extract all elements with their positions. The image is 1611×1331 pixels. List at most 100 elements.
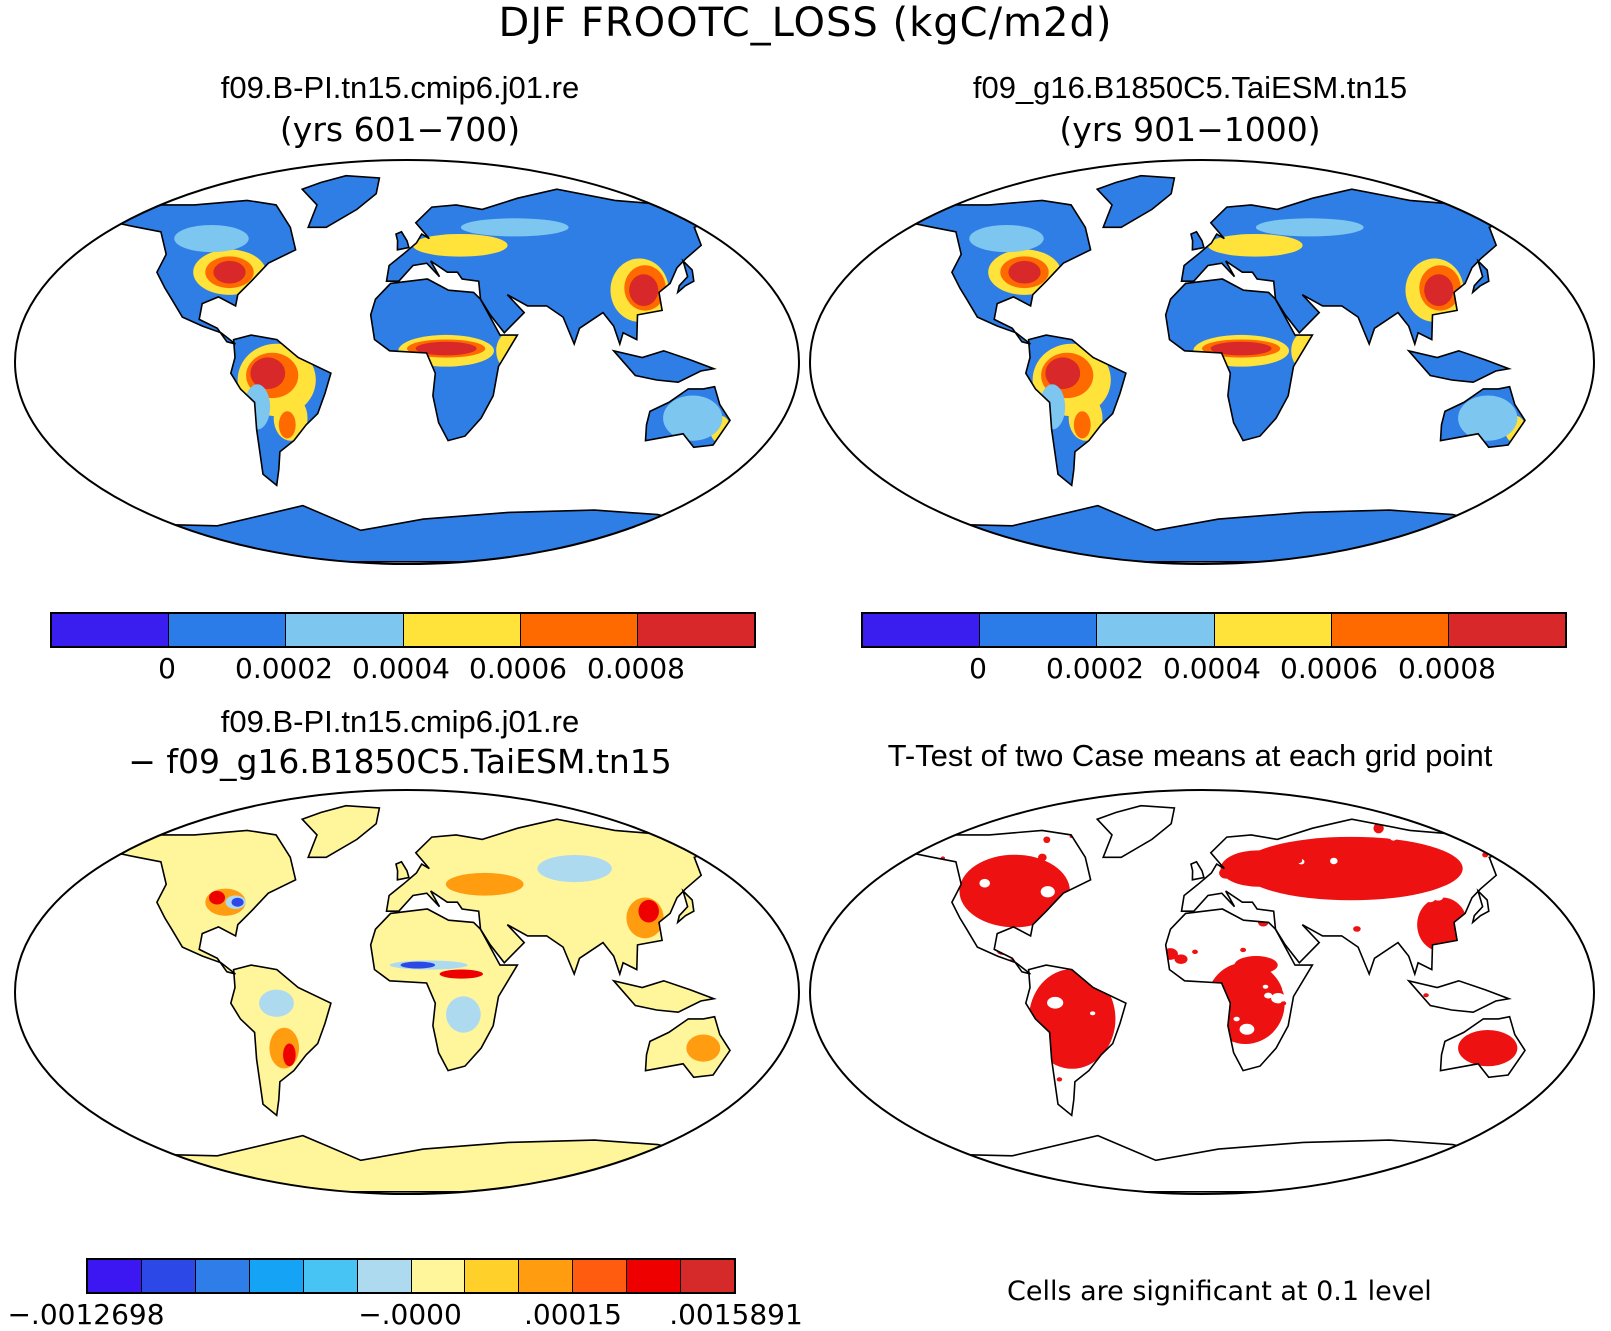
coastline xyxy=(644,1015,731,1079)
field-patch xyxy=(984,995,998,1006)
field-patch xyxy=(1389,833,1398,841)
field-patch xyxy=(1174,954,1188,964)
field-patch xyxy=(977,958,986,965)
field-patch xyxy=(1145,905,1160,917)
field-patch xyxy=(1307,996,1322,1007)
field-patch xyxy=(400,961,436,969)
coastline xyxy=(1439,385,1526,449)
panel3-title-line1: f09.B-PI.tn15.cmip6.j01.re xyxy=(220,704,580,739)
field-patch xyxy=(1484,1012,1492,1018)
field-patch xyxy=(928,825,938,835)
coastline xyxy=(644,385,731,449)
field-patch xyxy=(1183,992,1188,997)
land-japan xyxy=(1472,261,1489,293)
field-patch xyxy=(439,969,484,979)
field-patch xyxy=(1207,233,1303,257)
field-patch xyxy=(951,1063,959,1070)
field-patch xyxy=(847,1042,853,1046)
field-patch xyxy=(537,854,612,883)
field-patch xyxy=(1199,889,1211,899)
land-antarctica xyxy=(119,1135,695,1192)
field-patch xyxy=(1017,975,1023,980)
field-patch xyxy=(1423,993,1429,998)
field-patch xyxy=(445,872,524,896)
field-patch xyxy=(1170,1065,1181,1074)
land-greenland xyxy=(302,805,380,858)
field-patch xyxy=(1306,1112,1313,1118)
field-patch xyxy=(1166,859,1176,868)
coastline xyxy=(1180,188,1517,347)
field-patch xyxy=(1116,1039,1126,1046)
field-patch xyxy=(1424,274,1454,307)
field-patch xyxy=(1262,984,1269,989)
field-patch xyxy=(1234,959,1249,971)
coastline xyxy=(395,860,410,881)
field-patch xyxy=(1330,857,1338,865)
field-patch xyxy=(1092,822,1096,826)
field-patch xyxy=(283,1043,296,1067)
field-patch xyxy=(1280,1001,1287,1006)
coastline xyxy=(300,174,381,229)
land-greenland xyxy=(302,175,380,228)
panel2-years: (yrs 901−1000) xyxy=(1059,110,1321,149)
colorbar-case1 xyxy=(50,612,756,648)
colorbar-swatch xyxy=(286,614,404,646)
colorbar-tick-label: 0.0008 xyxy=(587,652,685,685)
colorbar-tick-label: 0.0002 xyxy=(1046,652,1144,685)
land-indonesia xyxy=(613,980,714,1013)
coastline xyxy=(113,829,297,975)
field-patch xyxy=(877,1009,884,1014)
panel3-title-line2: − f09_g16.B1850C5.TaiESM.tn15 xyxy=(128,742,672,781)
colorbar-swatch xyxy=(637,614,755,646)
field-patch xyxy=(828,970,838,978)
field-patch xyxy=(1169,1036,1184,1048)
significance-note: Cells are significant at 0.1 level xyxy=(1007,1276,1432,1307)
coastline xyxy=(611,979,717,1014)
field-patch xyxy=(213,260,246,284)
field-patch xyxy=(1219,867,1233,879)
field-patch xyxy=(278,411,296,439)
field-patch xyxy=(863,1065,876,1075)
colorbar-swatch xyxy=(980,614,1098,646)
field-patch xyxy=(1039,384,1066,430)
colorbar-swatch xyxy=(195,1260,250,1292)
field-patch xyxy=(1282,985,1293,994)
field-patch xyxy=(1469,991,1479,999)
field-patch xyxy=(898,1066,903,1070)
field-patch xyxy=(1220,850,1296,887)
field-patch xyxy=(1313,963,1330,976)
field-patch xyxy=(1316,1065,1328,1074)
field-patch xyxy=(1422,932,1434,941)
colorbar-tick-label: 0.0006 xyxy=(1280,652,1378,685)
land-africa xyxy=(370,909,518,1071)
field-patch xyxy=(415,341,477,356)
coastline xyxy=(1180,818,1517,977)
land-japan xyxy=(1472,891,1489,923)
field-patch xyxy=(1158,953,1163,957)
figure-title: DJF FROOTC_LOSS (kgC/m2d) xyxy=(498,0,1113,46)
field-patch xyxy=(250,357,286,390)
land-uk xyxy=(1191,231,1204,250)
field-patch xyxy=(1353,926,1361,932)
field-patch xyxy=(1233,1105,1241,1112)
colorbar-tick-label: 0.0002 xyxy=(235,652,333,685)
map-frame xyxy=(809,789,1595,1195)
land-antarctica xyxy=(119,505,695,562)
field-patch xyxy=(1136,950,1150,960)
field-patch xyxy=(910,1071,914,1076)
field-patch xyxy=(231,897,244,907)
field-patch xyxy=(1186,1038,1196,1046)
field-patch xyxy=(866,1004,876,1012)
field-patch xyxy=(979,878,990,888)
colorbar-swatch xyxy=(573,1260,628,1292)
land-uk xyxy=(396,861,409,880)
colorbar-tick-label: 0.0004 xyxy=(1163,652,1261,685)
field-patch xyxy=(1040,886,1055,898)
field-patch xyxy=(1462,859,1475,870)
colorbar-swatch xyxy=(1097,614,1215,646)
field-patch xyxy=(866,1010,875,1016)
field-patch xyxy=(1173,827,1185,840)
land-indonesia xyxy=(613,350,714,383)
field-patch xyxy=(1500,876,1516,889)
colorbar-tick-label: −.0012698 xyxy=(7,1298,165,1331)
